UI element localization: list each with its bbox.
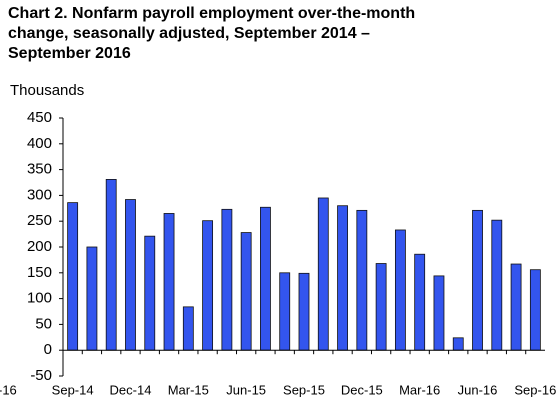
bar <box>202 220 214 351</box>
bar <box>414 253 426 351</box>
bar <box>375 263 387 351</box>
y-tick-label: 100 <box>27 290 52 307</box>
bar <box>433 275 445 351</box>
bar <box>163 213 175 351</box>
x-tick-label: Jun-16 <box>458 382 498 397</box>
y-tick-label: -50 <box>30 367 52 384</box>
chart-title: Chart 2. Nonfarm payroll employment over… <box>8 5 416 62</box>
bar <box>491 219 503 351</box>
bar <box>105 179 117 351</box>
y-tick-label: 200 <box>27 238 52 255</box>
y-axis-label: Thousands <box>10 82 84 99</box>
x-tick-label: Mar-15 <box>168 382 209 397</box>
clipped-label: -16 <box>0 382 17 397</box>
y-tick-label: 300 <box>27 186 52 203</box>
bar <box>317 197 329 351</box>
bar <box>67 202 79 351</box>
bar <box>279 272 291 351</box>
x-tick-label: Dec-14 <box>110 382 152 397</box>
bar <box>86 246 98 351</box>
bar <box>260 206 271 351</box>
x-tick-label: Dec-15 <box>341 382 383 397</box>
bar <box>144 235 156 351</box>
x-tick-label: Jun-15 <box>226 382 266 397</box>
y-tick-label: 400 <box>27 135 52 152</box>
y-tick-label: 450 <box>27 109 52 126</box>
x-tick-label: Sep-14 <box>52 382 94 397</box>
bar <box>125 199 136 351</box>
x-tick-label: Mar-16 <box>399 382 440 397</box>
bar <box>472 209 483 351</box>
y-tick-label: 150 <box>27 264 52 281</box>
bar <box>182 306 194 351</box>
bar <box>510 263 522 351</box>
y-tick-label: 50 <box>35 315 52 332</box>
bar <box>298 272 310 351</box>
y-tick-label: 0 <box>44 341 52 358</box>
bar <box>394 229 406 351</box>
bar <box>356 209 368 351</box>
bar <box>529 269 541 351</box>
bar <box>221 208 233 351</box>
x-tick-label: Sep-15 <box>283 382 325 397</box>
bar <box>240 232 252 351</box>
x-tick-label: Sep-16 <box>514 382 556 397</box>
y-tick-label: 250 <box>27 212 52 229</box>
bar <box>337 205 348 351</box>
bar <box>452 337 464 351</box>
y-tick-label: 350 <box>27 161 52 178</box>
